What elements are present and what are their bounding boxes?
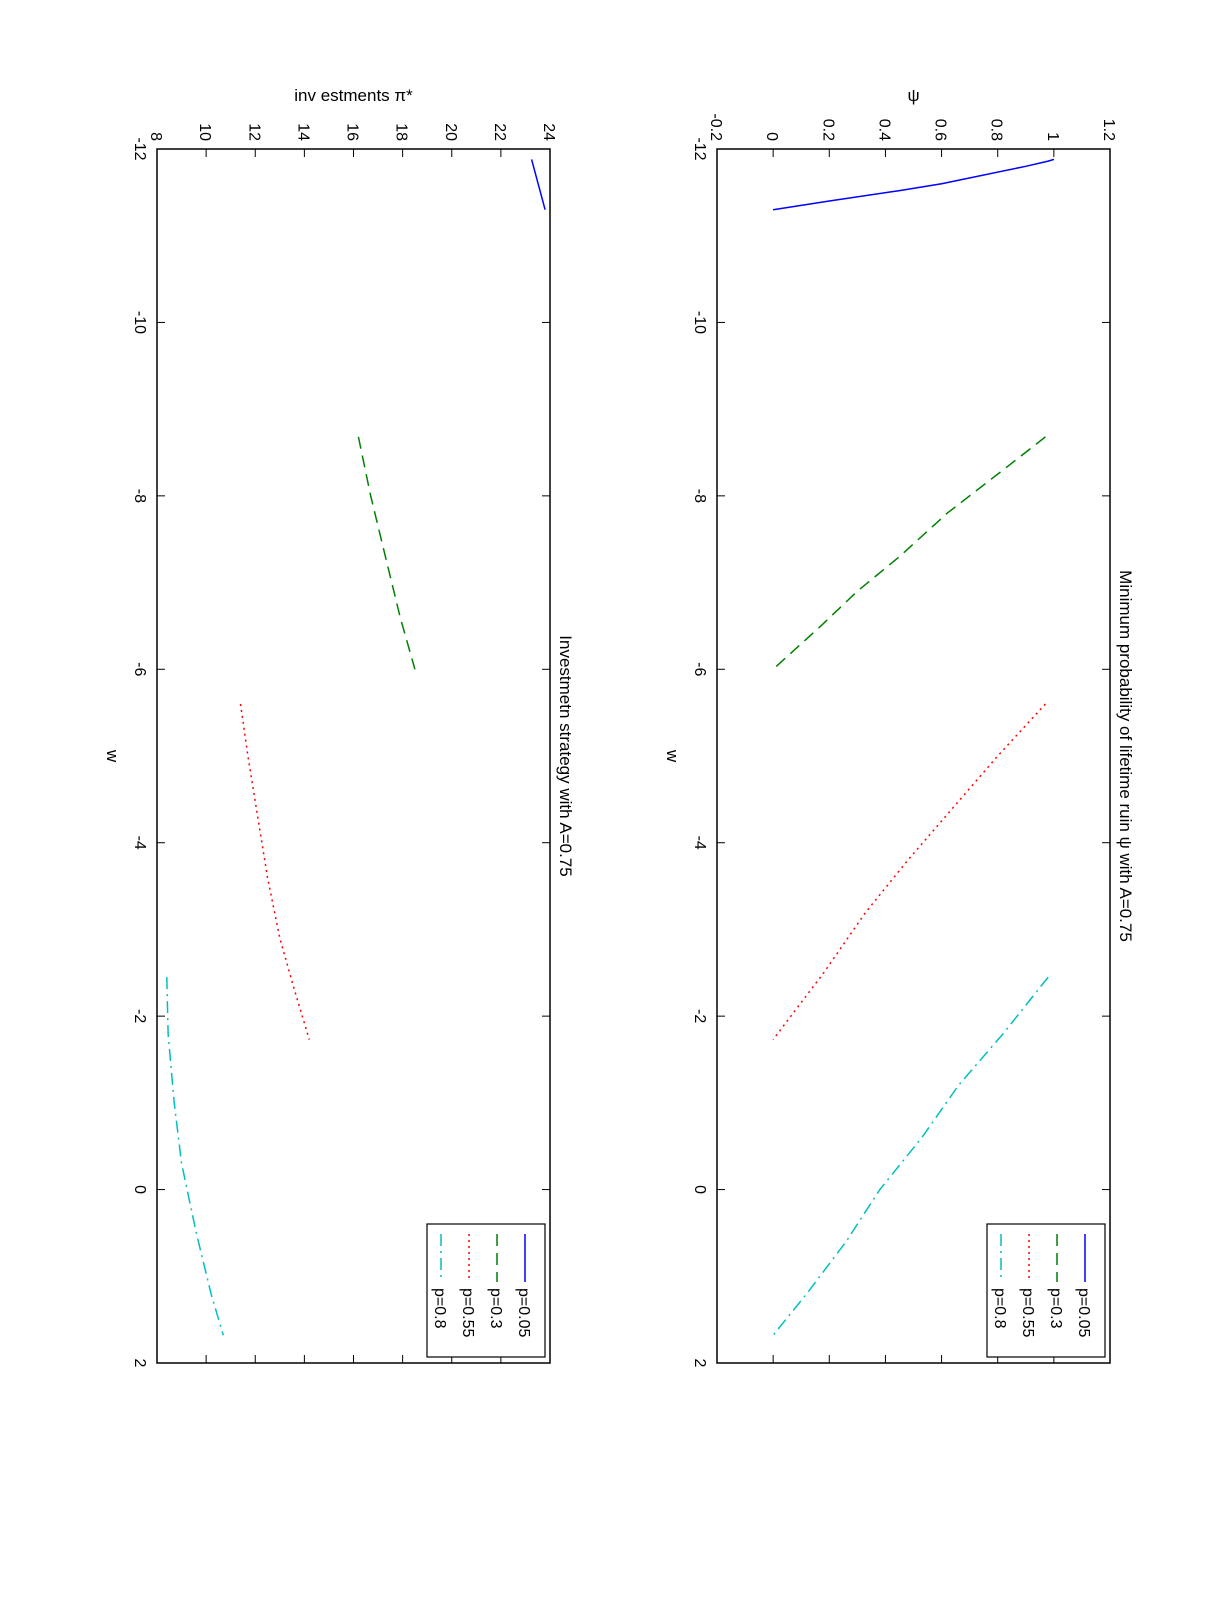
x-tick-label: 0 xyxy=(691,1185,708,1194)
x-axis-label: w xyxy=(663,749,682,763)
series-line-p-0-55 xyxy=(772,703,1046,1041)
y-tick-label: 0.4 xyxy=(875,119,892,141)
legend-label: p=0.8 xyxy=(431,1288,448,1329)
y-tick-label: -0.2 xyxy=(707,113,724,141)
y-axis-label: ψ xyxy=(907,86,919,105)
x-axis-label: w xyxy=(103,749,122,763)
series-line-p-0-05 xyxy=(772,158,1055,211)
series-line-p-0-3 xyxy=(772,436,1046,670)
series-line-p-0-3 xyxy=(357,436,416,670)
x-tick-label: -2 xyxy=(131,1009,148,1023)
y-tick-label: 0.6 xyxy=(932,119,949,141)
series-line-p-0-8 xyxy=(772,976,1049,1336)
x-tick-label: -6 xyxy=(691,662,708,676)
investment-strategy-axes: -12 -10 -8 -6 -4 -2 0 2 8 10 12 14 16 18 20 22 24 Investm… xyxy=(103,86,575,1368)
y-tick-label: 22 xyxy=(491,123,508,141)
series-line-p-0-05 xyxy=(530,159,546,210)
legend-label: p=0.8 xyxy=(991,1288,1008,1329)
legend-box xyxy=(426,1223,546,1358)
x-tick-label: -4 xyxy=(691,836,708,850)
ruin-probability-axes: -12 -10 -8 -6 -4 -2 0 2 -0.2 0 0.2 0.4 0.6 0.8 1 1.2 Min… xyxy=(663,86,1135,1368)
y-tick-label: 8 xyxy=(147,132,164,141)
y-tick-label: 10 xyxy=(196,123,213,141)
x-tick-label: 2 xyxy=(131,1359,148,1368)
y-tick-label: 20 xyxy=(442,123,459,141)
x-tick-label: -8 xyxy=(131,489,148,503)
plot-frame xyxy=(156,148,551,1364)
series-line-p-0-8 xyxy=(166,977,225,1336)
legend-label: p=0.05 xyxy=(515,1288,532,1337)
series-line-p-0-55 xyxy=(239,703,311,1040)
x-tick-label: -4 xyxy=(131,836,148,850)
y-tick-label: 16 xyxy=(344,123,361,141)
legend-box xyxy=(986,1223,1106,1358)
x-tick-label: 2 xyxy=(691,1359,708,1368)
y-tick-label: 24 xyxy=(540,123,557,141)
x-tick-label: -10 xyxy=(691,311,708,334)
y-tick-label: 0.2 xyxy=(819,119,836,141)
x-tick-label: -12 xyxy=(131,137,148,160)
y-tick-label: 0.8 xyxy=(988,119,1005,141)
x-tick-label: -2 xyxy=(691,1009,708,1023)
legend-label: p=0.3 xyxy=(1047,1288,1064,1329)
x-tick-label: -8 xyxy=(691,489,708,503)
chart-title: Minimum probability of lifetime ruin ψ w… xyxy=(1116,570,1135,942)
plot-frame xyxy=(716,148,1111,1364)
y-tick-label: 12 xyxy=(245,123,262,141)
y-tick-label: 18 xyxy=(393,123,410,141)
x-tick-label: 0 xyxy=(131,1185,148,1194)
legend-label: p=0.3 xyxy=(487,1288,504,1329)
x-tick-label: -10 xyxy=(131,311,148,334)
x-tick-label: -6 xyxy=(131,662,148,676)
legend-label: p=0.55 xyxy=(1019,1288,1036,1337)
chart-title: Investmetn strategy with A=0.75 xyxy=(556,635,575,876)
y-axis-label: inv estments π* xyxy=(294,86,413,105)
y-tick-label: 0 xyxy=(763,132,780,141)
x-tick-label: -12 xyxy=(691,137,708,160)
y-tick-label: 1 xyxy=(1044,132,1061,141)
y-tick-label: 1.2 xyxy=(1100,119,1117,141)
legend-label: p=0.05 xyxy=(1075,1288,1092,1337)
y-tick-label: 14 xyxy=(294,123,311,141)
legend-label: p=0.55 xyxy=(459,1288,476,1337)
